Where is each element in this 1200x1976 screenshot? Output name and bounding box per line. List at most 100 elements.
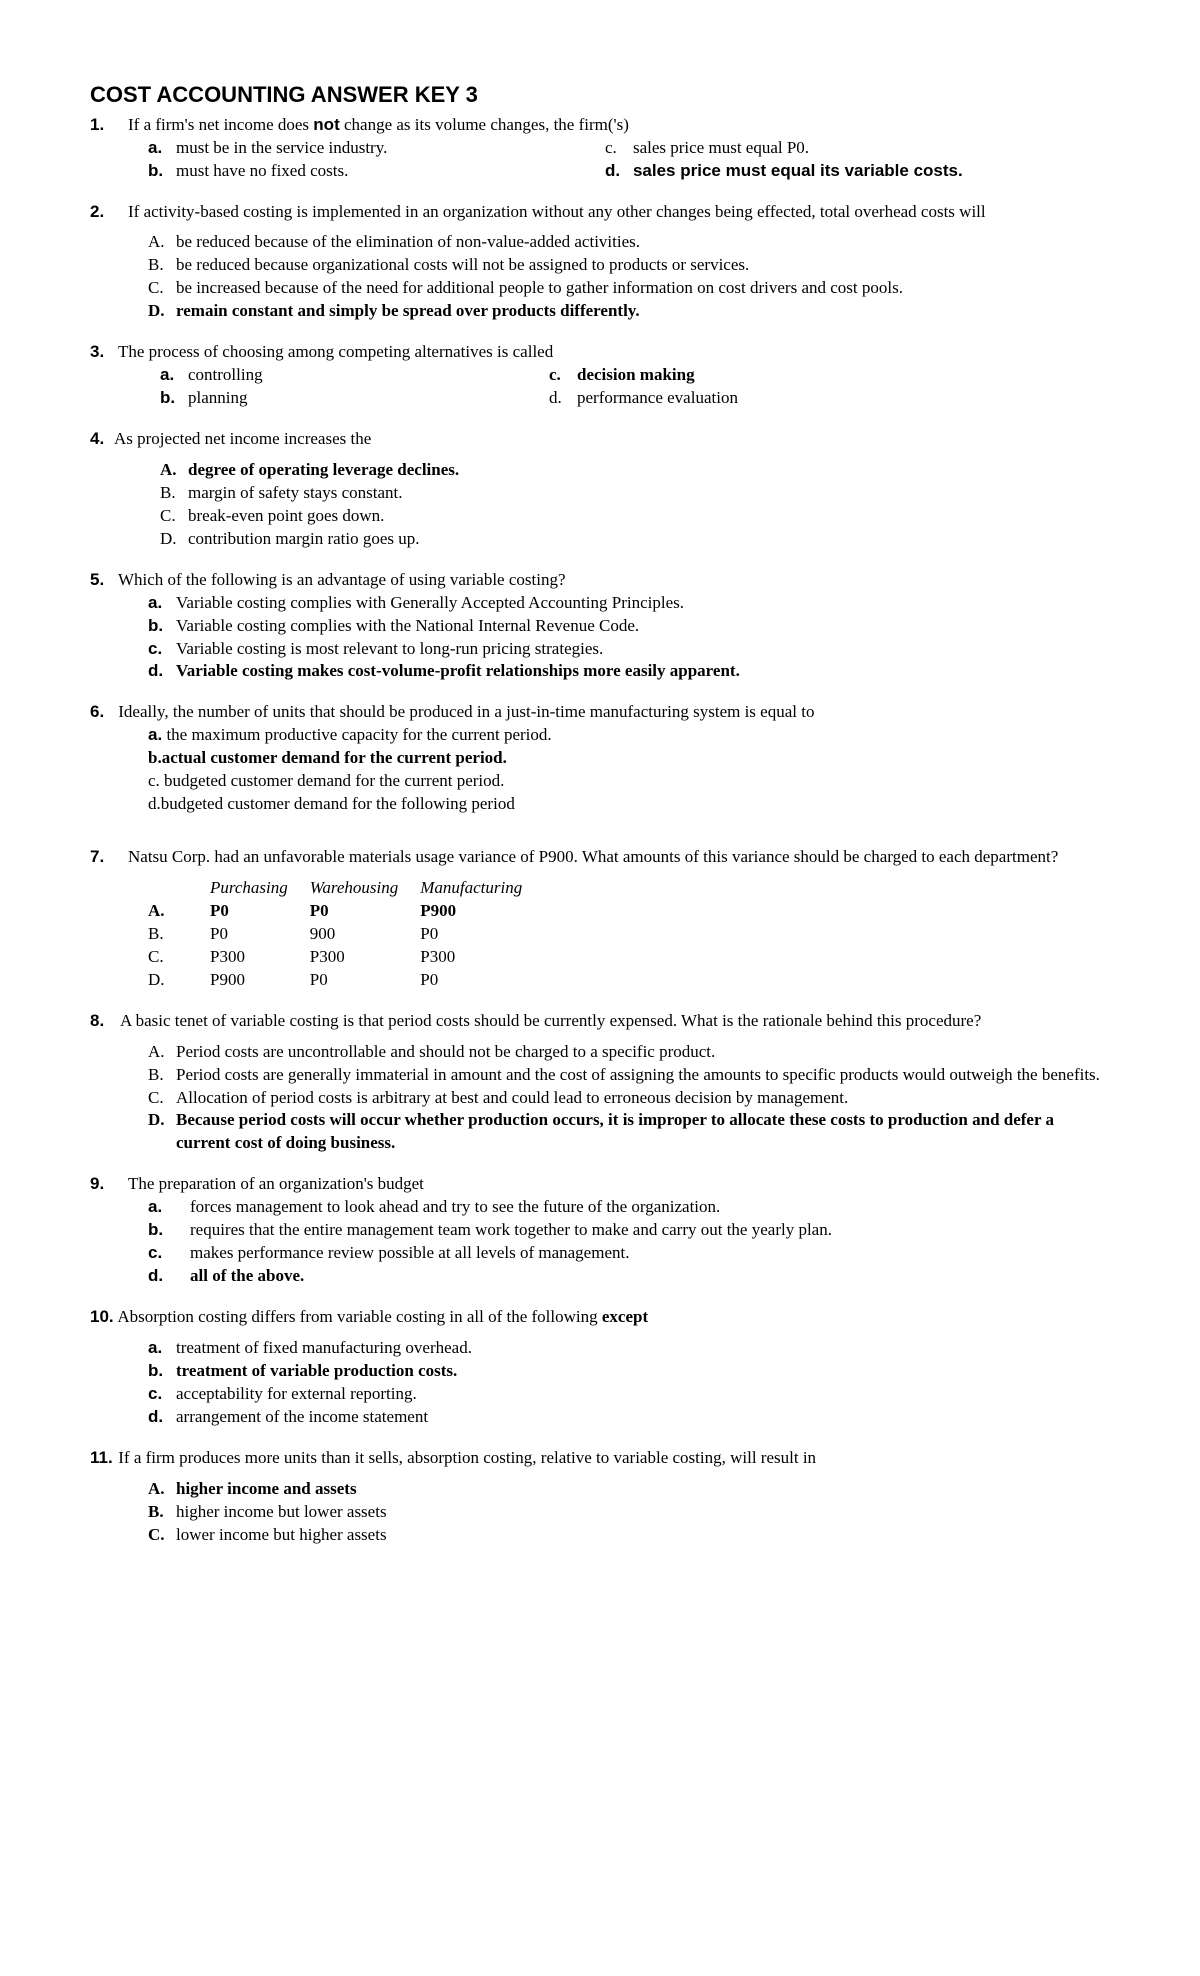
q6-c-text: budgeted customer demand for the current… xyxy=(164,771,504,790)
q7-row-c-c2: P300 xyxy=(310,946,420,969)
q1-b-text: must have no fixed costs. xyxy=(176,160,605,183)
q5-d-letter: d. xyxy=(148,660,176,683)
q4-a-letter: A. xyxy=(160,459,188,482)
q7-row-b-c3: P0 xyxy=(420,923,544,946)
q6-a-text: the maximum productive capacity for the … xyxy=(166,725,551,744)
q5-c-letter: c. xyxy=(148,638,176,661)
q7-header-manufacturing: Manufacturing xyxy=(420,877,544,900)
q3-a-letter: a. xyxy=(160,364,188,387)
q11-a-text: higher income and assets xyxy=(176,1478,1110,1501)
question-10: 10. Absorption costing differs from vari… xyxy=(90,1306,1110,1429)
q2-number: 2. xyxy=(90,201,114,224)
q7-stem: Natsu Corp. had an unfavorable materials… xyxy=(128,846,1110,869)
q7-row-c-label: C. xyxy=(148,946,210,969)
q3-number: 3. xyxy=(90,341,114,364)
q6-a-letter: a. xyxy=(148,725,162,744)
q11-c-letter: C. xyxy=(148,1524,176,1547)
q10-b-text: treatment of variable production costs. xyxy=(176,1360,1110,1383)
q6-c-letter: c. xyxy=(148,771,160,790)
q8-stem: A basic tenet of variable costing is tha… xyxy=(120,1010,1110,1033)
q9-d-letter: d. xyxy=(148,1265,176,1288)
q7-header-purchasing: Purchasing xyxy=(210,877,310,900)
q10-stem-bold: except xyxy=(602,1307,648,1326)
q7-row-c-c1: P300 xyxy=(210,946,310,969)
question-8: 8. A basic tenet of variable costing is … xyxy=(90,1010,1110,1156)
q2-c-text: be increased because of the need for add… xyxy=(176,277,1110,300)
q9-a-letter: a. xyxy=(148,1196,176,1219)
q5-stem: Which of the following is an advantage o… xyxy=(118,570,566,589)
q5-b-text: Variable costing complies with the Natio… xyxy=(176,615,1110,638)
q1-b-letter: b. xyxy=(148,160,176,183)
q10-c-letter: c. xyxy=(148,1383,176,1406)
q9-b-letter: b. xyxy=(148,1219,176,1242)
q8-d-text: Because period costs will occur whether … xyxy=(176,1109,1110,1155)
q2-d-letter: D. xyxy=(148,300,176,323)
question-7: 7. Natsu Corp. had an unfavorable materi… xyxy=(90,846,1110,992)
q5-a-letter: a. xyxy=(148,592,176,615)
q4-d-text: contribution margin ratio goes up. xyxy=(188,528,1110,551)
q10-a-letter: a. xyxy=(148,1337,176,1360)
q7-header-warehousing: Warehousing xyxy=(310,877,420,900)
q2-stem: If activity-based costing is implemented… xyxy=(128,201,1110,224)
q5-number: 5. xyxy=(90,569,114,592)
q7-row-b-c1: P0 xyxy=(210,923,310,946)
q4-c-text: break-even point goes down. xyxy=(188,505,1110,528)
q9-c-text: makes performance review possible at all… xyxy=(176,1242,1110,1265)
q2-a-letter: A. xyxy=(148,231,176,254)
q4-number: 4. xyxy=(90,428,114,451)
q4-d-letter: D. xyxy=(160,528,188,551)
q9-number: 9. xyxy=(90,1173,114,1196)
q6-d-text: budgeted customer demand for the followi… xyxy=(161,794,515,813)
q1-a-letter: a. xyxy=(148,137,176,160)
q4-b-letter: B. xyxy=(160,482,188,505)
q1-stem-bold: not xyxy=(313,115,339,134)
q7-row-d-label: D. xyxy=(148,969,210,992)
q10-number: 10. xyxy=(90,1306,114,1329)
q11-b-letter: B. xyxy=(148,1501,176,1524)
q8-d-letter: D. xyxy=(148,1109,176,1155)
q7-table: Purchasing Warehousing Manufacturing A. … xyxy=(148,877,544,992)
q1-d-letter: d. xyxy=(605,160,633,183)
q4-a-text: degree of operating leverage declines. xyxy=(188,459,1110,482)
question-4: 4.As projected net income increases the … xyxy=(90,428,1110,551)
q1-a-text: must be in the service industry. xyxy=(176,137,605,160)
q4-c-letter: C. xyxy=(160,505,188,528)
q10-c-text: acceptability for external reporting. xyxy=(176,1383,1110,1406)
q9-c-letter: c. xyxy=(148,1242,176,1265)
q11-number: 11. xyxy=(90,1447,114,1470)
q8-number: 8. xyxy=(90,1010,114,1033)
q8-c-letter: C. xyxy=(148,1087,176,1110)
q7-row-d-c1: P900 xyxy=(210,969,310,992)
q7-row-a-c1: P0 xyxy=(210,900,310,923)
q11-c-text: lower income but higher assets xyxy=(176,1524,1110,1547)
q3-d-text: performance evaluation xyxy=(577,387,1110,410)
q4-stem: As projected net income increases the xyxy=(114,429,371,448)
q2-d-text: remain constant and simply be spread ove… xyxy=(176,300,1110,323)
question-3: 3. The process of choosing among competi… xyxy=(90,341,1110,410)
q6-stem: Ideally, the number of units that should… xyxy=(118,702,814,721)
q3-stem: The process of choosing among competing … xyxy=(118,342,553,361)
q7-row-a-c2: P0 xyxy=(310,900,420,923)
q8-a-text: Period costs are uncontrollable and shou… xyxy=(176,1041,1110,1064)
q2-b-letter: B. xyxy=(148,254,176,277)
q5-c-text: Variable costing is most relevant to lon… xyxy=(176,638,1110,661)
q1-stem-pre: If a firm's net income does xyxy=(128,115,313,134)
q1-number: 1. xyxy=(90,114,114,137)
q8-a-letter: A. xyxy=(148,1041,176,1064)
q3-b-letter: b. xyxy=(160,387,188,410)
q3-a-text: controlling xyxy=(188,364,549,387)
q6-b-text: actual customer demand for the current p… xyxy=(162,748,507,767)
q8-c-text: Allocation of period costs is arbitrary … xyxy=(176,1087,1110,1110)
q7-number: 7. xyxy=(90,846,114,869)
q8-b-letter: B. xyxy=(148,1064,176,1087)
q8-b-text: Period costs are generally immaterial in… xyxy=(176,1064,1110,1087)
q10-d-letter: d. xyxy=(148,1406,176,1429)
q7-row-c-c3: P300 xyxy=(420,946,544,969)
question-6: 6. Ideally, the number of units that sho… xyxy=(90,701,1110,816)
q1-d-text: sales price must equal its variable cost… xyxy=(633,160,1110,183)
document-title: COST ACCOUNTING ANSWER KEY 3 xyxy=(90,80,1110,110)
q5-d-text: Variable costing makes cost-volume-profi… xyxy=(176,660,1110,683)
q1-stem: If a firm's net income does not change a… xyxy=(128,114,1110,137)
q7-row-b-c2: 900 xyxy=(310,923,420,946)
q10-stem-pre: Absorption costing differs from variable… xyxy=(117,1307,602,1326)
